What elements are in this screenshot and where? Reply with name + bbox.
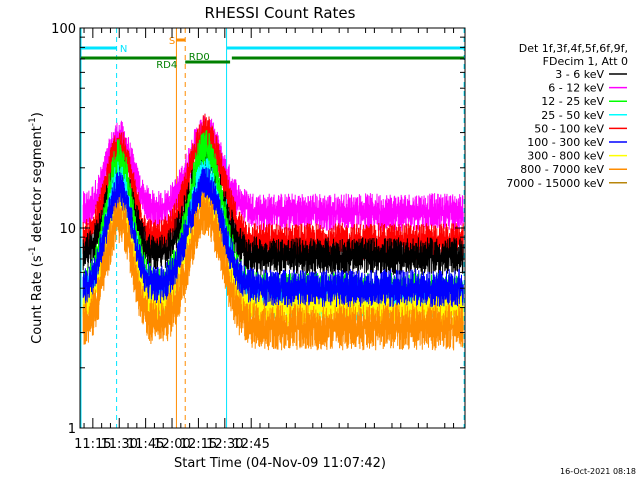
legend-entry: 300 - 800 keV [527, 150, 604, 163]
y-axis-label-sup2: -1 [28, 117, 38, 126]
series-3-6kev [82, 145, 464, 276]
legend-entry: 100 - 300 keV [527, 136, 604, 149]
legend-entry: 3 - 6 keV [555, 68, 604, 81]
legend-header: FDecim 1, Att 0 [543, 55, 628, 68]
legend-entry: 7000 - 15000 keV [506, 177, 604, 190]
y-tick-label: 10 [59, 222, 76, 237]
annotation-rd4: RD4 [156, 60, 177, 71]
x-tick-label: 12:45 [232, 437, 269, 452]
annotation-rd0: RD0 [189, 52, 210, 63]
x-tick-label: 11:45 [127, 437, 164, 452]
legend-entry: 6 - 12 keV [548, 82, 604, 95]
y-axis-label: Count Rate (s-1 detector segment-1) [28, 112, 45, 344]
x-tick-label: 12:00 [153, 437, 190, 452]
series-6-12kev [82, 113, 464, 232]
timestamp: 16-Oct-2021 08:18 [560, 467, 636, 476]
legend-entry: 25 - 50 keV [541, 109, 604, 122]
legend-header: Det 1f,3f,4f,5f,6f,9f, [519, 42, 628, 55]
y-tick-label: 100 [51, 22, 76, 37]
x-axis-label: Start Time (04-Nov-09 11:07:42) [174, 456, 386, 471]
chart-title: RHESSI Count Rates [205, 4, 356, 22]
x-tick-label: 12:15 [180, 437, 217, 452]
series-800-7000kev [82, 192, 464, 351]
annotation-s: S [169, 36, 175, 47]
annotation-n: N [120, 44, 127, 55]
legend: Det 1f,3f,4f,5f,6f,9f,FDecim 1, Att 03 -… [506, 42, 628, 190]
legend-entry: 800 - 7000 keV [520, 163, 604, 176]
y-axis-label-sup: -1 [28, 246, 38, 255]
x-tick-label: 11:30 [101, 437, 138, 452]
x-tick-label: 12:30 [206, 437, 243, 452]
y-tick-label: 1 [68, 422, 76, 437]
plot-area: N S RD0 RD4 [80, 28, 465, 428]
legend-entry: 50 - 100 keV [534, 122, 604, 135]
series-100-300kev [82, 167, 464, 308]
legend-entry: 12 - 25 keV [541, 95, 604, 108]
x-tick-label: 11:15 [74, 437, 111, 452]
